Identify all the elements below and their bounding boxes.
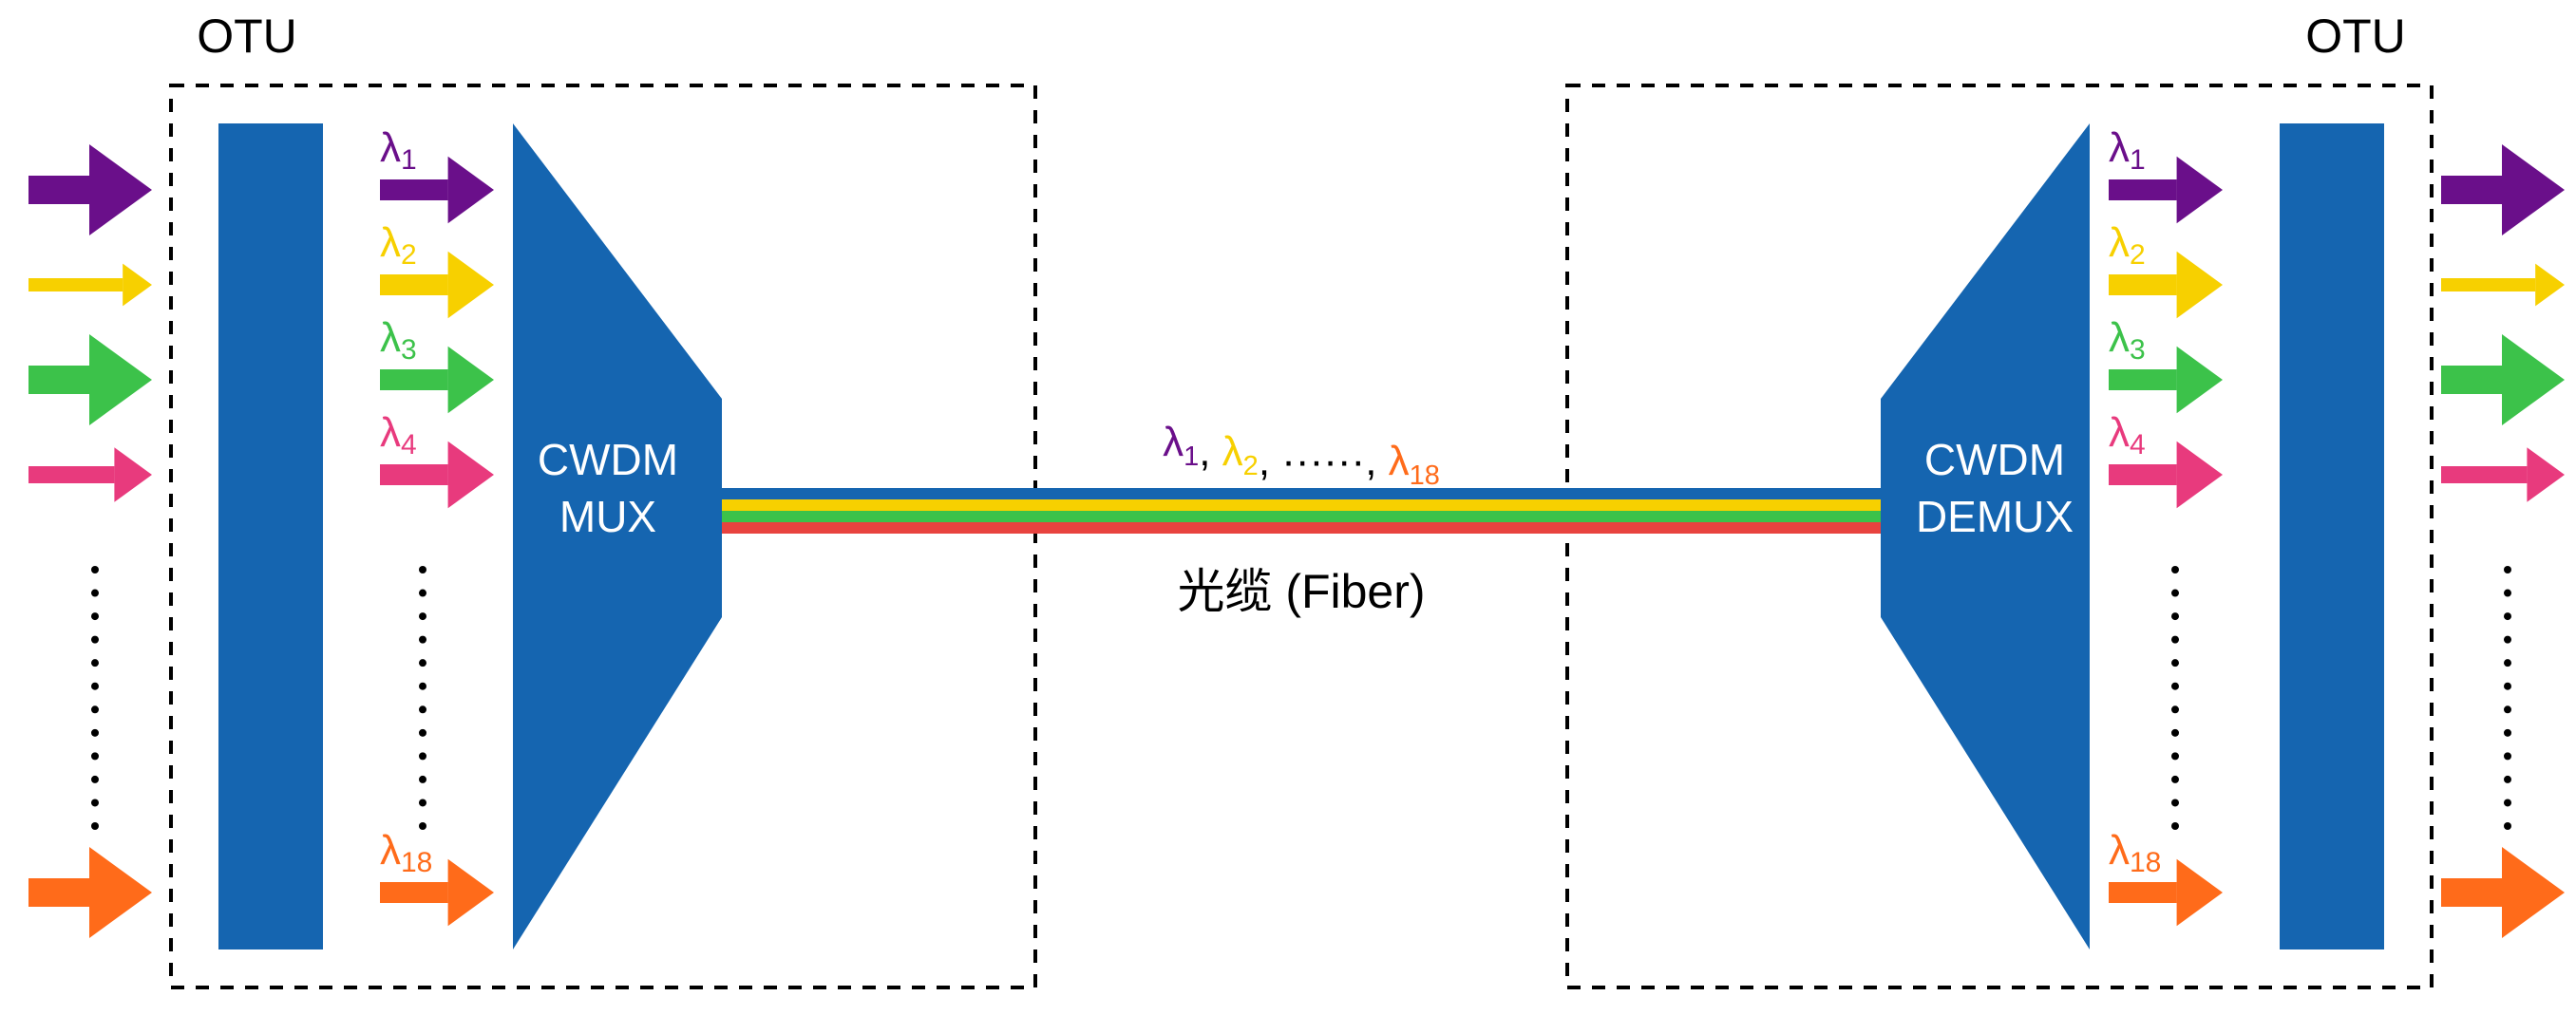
- ellipsis-dot: [91, 612, 99, 620]
- demux-out-arrow-1-head: [2177, 252, 2223, 318]
- ellipsis-dot: [91, 566, 99, 573]
- ellipsis-dot: [419, 729, 426, 737]
- mux-in-arrow-3-head: [448, 442, 494, 508]
- ellipsis-dot: [2171, 822, 2179, 830]
- ellipsis-dot: [91, 590, 99, 597]
- ellipsis-dot: [2171, 799, 2179, 806]
- outer-arrow-out-1-head: [2535, 264, 2565, 307]
- ellipsis-dot: [2504, 822, 2511, 830]
- ellipsis-dot: [2504, 705, 2511, 713]
- fiber-lambda-list: λ1, λ2, ······, λ18: [1163, 419, 1440, 491]
- ellipsis-dot: [91, 799, 99, 806]
- demux-out-arrow-2-head: [2177, 347, 2223, 413]
- outer-arrow-out-3-head: [2527, 447, 2565, 502]
- demux-out-arrow-0-head: [2177, 157, 2223, 223]
- ellipsis-dot: [419, 590, 426, 597]
- mux-lambda-label-4: λ18: [380, 827, 432, 878]
- ellipsis-dot: [419, 683, 426, 690]
- ellipsis-dot: [91, 705, 99, 713]
- demux-out-arrow-4-head: [2177, 859, 2223, 926]
- demux-lambda-label-0: λ1: [2109, 124, 2146, 176]
- ellipsis-dot: [419, 659, 426, 667]
- ellipsis-dot: [419, 612, 426, 620]
- outer-arrow-in-3-head: [114, 447, 152, 502]
- ellipsis-dot: [2171, 705, 2179, 713]
- mux-in-arrow-1-head: [448, 252, 494, 318]
- mux-in-arrow-0-head: [448, 157, 494, 223]
- fiber-caption: 光缆 (Fiber): [1177, 565, 1425, 618]
- ellipsis-dot: [419, 776, 426, 783]
- otu-label-left: OTU: [197, 9, 297, 63]
- ellipsis-dot: [2171, 612, 2179, 620]
- demux-lambda-label-3: λ4: [2109, 409, 2146, 461]
- ellipsis-dot: [2171, 729, 2179, 737]
- outer-arrow-out-2-head: [2502, 334, 2565, 425]
- outer-arrow-in-0-head: [89, 144, 152, 235]
- mux-lambda-label-1: λ2: [380, 219, 417, 271]
- ellipsis-dot: [2504, 776, 2511, 783]
- ellipsis-dot: [91, 659, 99, 667]
- ellipsis-dot: [2504, 612, 2511, 620]
- ellipsis-dot: [2171, 566, 2179, 573]
- outer-arrow-in-2-head: [89, 334, 152, 425]
- outer-arrow-out-0-head: [2502, 144, 2565, 235]
- mux-label-1: CWDM: [538, 435, 678, 484]
- ellipsis-dot: [91, 752, 99, 760]
- ellipsis-dot: [2504, 683, 2511, 690]
- cwdm-diagram: OTU OTU CWDM MUX CWDM DEMUX 光缆 (Fiber) λ1, λ2, …: [0, 0, 2576, 1034]
- ellipsis-dot: [2504, 799, 2511, 806]
- ellipsis-dot: [2171, 590, 2179, 597]
- outer-arrow-in-4-head: [89, 847, 152, 938]
- mux-lambda-label-2: λ3: [380, 314, 417, 366]
- ellipsis-dot: [419, 822, 426, 830]
- outer-arrow-out-4-head: [2502, 847, 2565, 938]
- demux-lambda-label-1: λ2: [2109, 219, 2146, 271]
- ellipsis-dot: [419, 636, 426, 644]
- ellipsis-dot: [2504, 659, 2511, 667]
- ellipsis-dot: [91, 683, 99, 690]
- ellipsis-dot: [419, 799, 426, 806]
- ellipsis-dot: [91, 729, 99, 737]
- demux-lambda-label-2: λ3: [2109, 314, 2146, 366]
- ellipsis-dot: [2504, 752, 2511, 760]
- ellipsis-dot: [91, 636, 99, 644]
- ellipsis-dot: [2504, 729, 2511, 737]
- ellipsis-dot: [2171, 683, 2179, 690]
- otu-label-right: OTU: [2305, 9, 2406, 63]
- demux-lambda-label-4: λ18: [2109, 827, 2161, 878]
- ellipsis-dot: [419, 752, 426, 760]
- mux-lambda-label-3: λ4: [380, 409, 417, 461]
- ellipsis-dot: [419, 566, 426, 573]
- demux-out-arrow-3-head: [2177, 442, 2223, 508]
- ellipsis-dot: [2504, 590, 2511, 597]
- mux-in-arrow-2-head: [448, 347, 494, 413]
- ellipsis-dot: [2171, 659, 2179, 667]
- demux-label-2: DEMUX: [1916, 492, 2074, 541]
- otu-bar-left: [218, 123, 323, 949]
- ellipsis-dot: [2171, 776, 2179, 783]
- ellipsis-dot: [91, 822, 99, 830]
- ellipsis-dot: [91, 776, 99, 783]
- mux-lambda-label-0: λ1: [380, 124, 417, 176]
- demux-label-1: CWDM: [1924, 435, 2065, 484]
- ellipsis-dot: [2504, 636, 2511, 644]
- ellipsis-dot: [419, 705, 426, 713]
- otu-bar-right: [2280, 123, 2384, 949]
- ellipsis-dot: [2504, 566, 2511, 573]
- outer-arrow-in-1-head: [123, 264, 152, 307]
- ellipsis-dot: [2171, 752, 2179, 760]
- mux-label-2: MUX: [559, 492, 656, 541]
- ellipsis-dot: [2171, 636, 2179, 644]
- mux-in-arrow-4-head: [448, 859, 494, 926]
